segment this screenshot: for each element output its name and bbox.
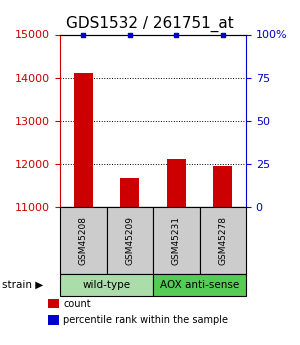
Bar bbox=[121, 178, 139, 207]
Bar bbox=[106, 207, 153, 274]
Text: GSM45278: GSM45278 bbox=[218, 216, 227, 265]
Point bbox=[128, 32, 132, 37]
Text: GSM45209: GSM45209 bbox=[125, 216, 134, 265]
Text: GDS1532 / 261751_at: GDS1532 / 261751_at bbox=[66, 16, 234, 32]
Text: GSM45231: GSM45231 bbox=[172, 216, 181, 265]
Point bbox=[220, 32, 225, 37]
Bar bbox=[153, 274, 246, 296]
Bar bbox=[60, 207, 106, 274]
Text: wild-type: wild-type bbox=[82, 280, 130, 290]
Bar bbox=[74, 73, 93, 207]
Text: strain ▶: strain ▶ bbox=[2, 280, 43, 290]
Text: percentile rank within the sample: percentile rank within the sample bbox=[63, 315, 228, 325]
Text: AOX anti-sense: AOX anti-sense bbox=[160, 280, 239, 290]
Bar bbox=[200, 207, 246, 274]
Point bbox=[81, 32, 86, 37]
Bar bbox=[60, 274, 153, 296]
Point bbox=[174, 32, 179, 37]
Bar bbox=[214, 166, 232, 207]
Text: count: count bbox=[63, 299, 91, 308]
Bar bbox=[153, 207, 200, 274]
Bar bbox=[167, 159, 185, 207]
Text: GSM45208: GSM45208 bbox=[79, 216, 88, 265]
